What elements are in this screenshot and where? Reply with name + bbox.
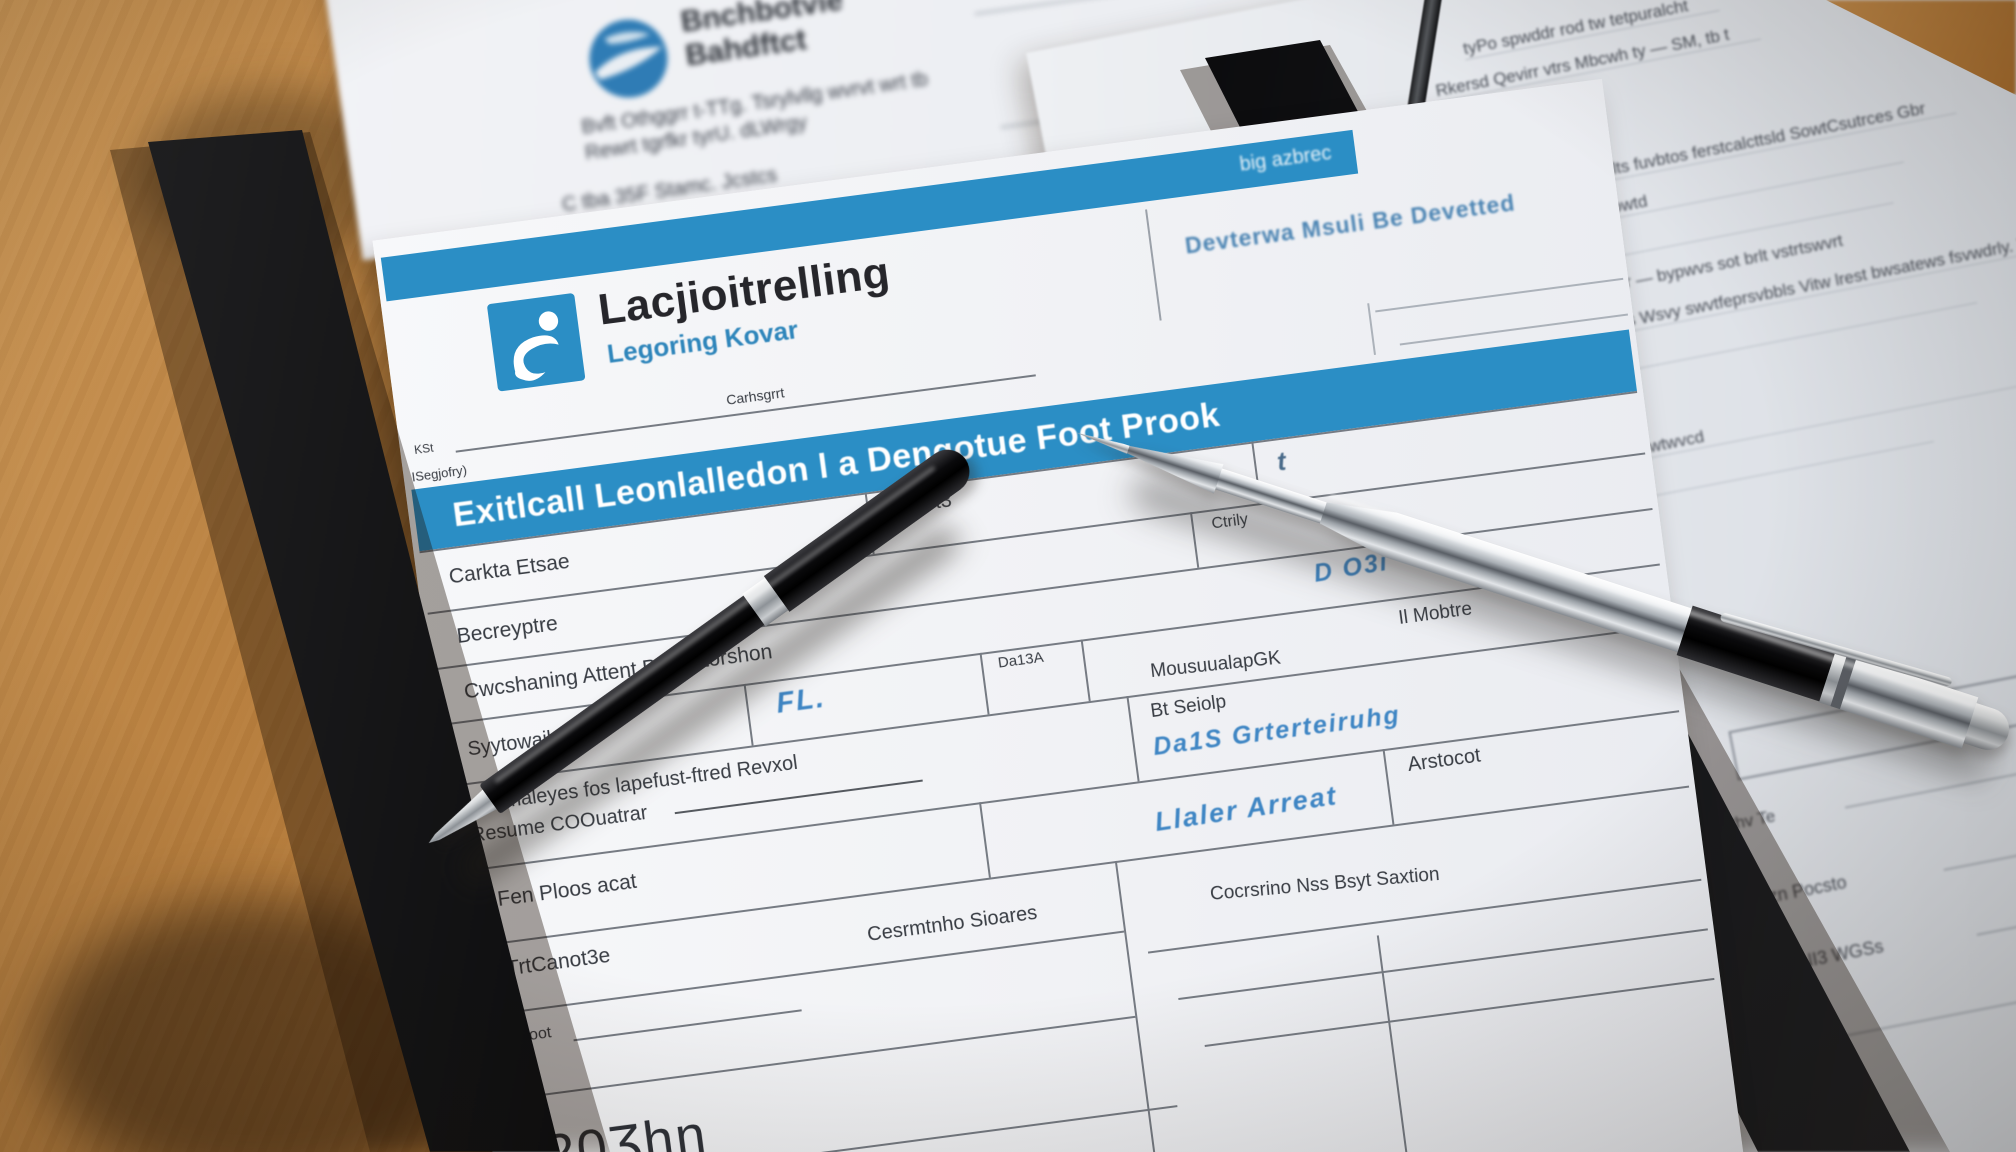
field-label: Carkta Etsae	[447, 549, 571, 589]
meta-label-segjofry: ISegjofry)	[410, 462, 468, 485]
right-sheet-field-line	[1976, 868, 2016, 936]
section-banner: Exitlcall Leonlalledon l a Denqotue Foot…	[411, 329, 1637, 552]
top-bar-label: big azbrec	[1238, 141, 1333, 176]
right-sheet-field-line	[1943, 800, 2016, 871]
meta-label-center: Carhsgrrt	[725, 384, 786, 408]
main-form-sheet: big azbrec Lacjioitrelling Legoring Kova…	[372, 78, 1753, 1152]
grid-line	[979, 652, 990, 715]
grid-line	[480, 930, 1125, 1018]
field-label: Becreyptre	[455, 611, 560, 649]
meta-line-right	[1375, 277, 1624, 313]
grid-line	[1126, 695, 1140, 782]
company-logo-icon	[486, 292, 586, 392]
handwriting-entry: Llaler Arreat	[1152, 780, 1340, 838]
brand-divider	[1145, 209, 1162, 321]
field-label: Da13A	[996, 648, 1045, 672]
field-line	[780, 1105, 1178, 1152]
grid-line	[471, 785, 1690, 948]
brand-tagline: Devterwa Msuli Be Devetted	[1183, 189, 1517, 259]
grid-line	[1382, 748, 1395, 825]
field-label: Cocrsrino Nss Bsyt Saxtion	[1209, 863, 1441, 905]
meta-label-kst: KSt	[413, 440, 435, 458]
grid-line	[1080, 639, 1091, 702]
field-label: Bt Seiolp	[1149, 691, 1228, 723]
pen-tip-icon	[1075, 428, 1130, 454]
grid-line	[1204, 977, 1715, 1047]
field-label: Cesrmtnho Sioares	[865, 901, 1039, 946]
grid-line	[979, 802, 991, 878]
globe-logo-icon	[582, 12, 675, 105]
background-sheet: Bnchbotvie Bahdftct Bvft Othggrr t-TTg. …	[251, 0, 1849, 261]
field-label: Arstocot	[1406, 744, 1482, 776]
field-line	[573, 1009, 802, 1041]
handwriting-entry: FL.	[774, 681, 828, 720]
